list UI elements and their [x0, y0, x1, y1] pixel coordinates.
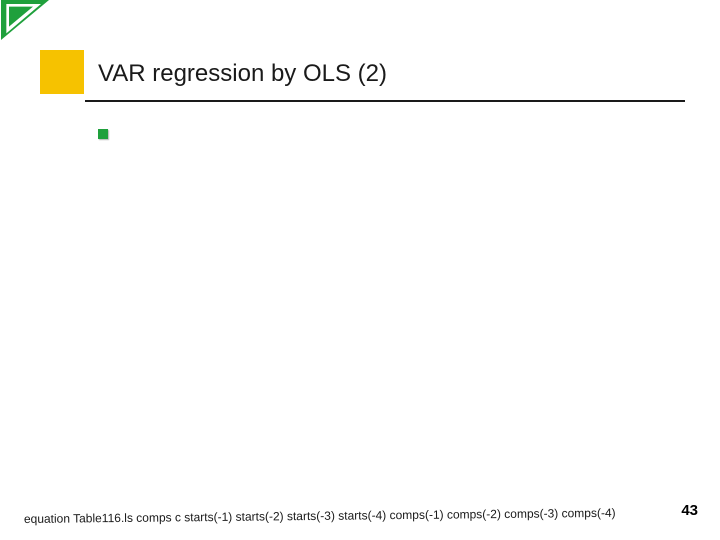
corner-decoration-icon: [0, 0, 50, 40]
title-underline: [85, 100, 685, 102]
accent-square-icon: [40, 50, 84, 94]
bullet-icon: [98, 129, 108, 139]
footer-equation: equation Table116.ls comps c starts(-1) …: [24, 505, 660, 526]
page-number: 43: [681, 502, 698, 519]
slide-title: VAR regression by OLS (2): [98, 60, 387, 88]
